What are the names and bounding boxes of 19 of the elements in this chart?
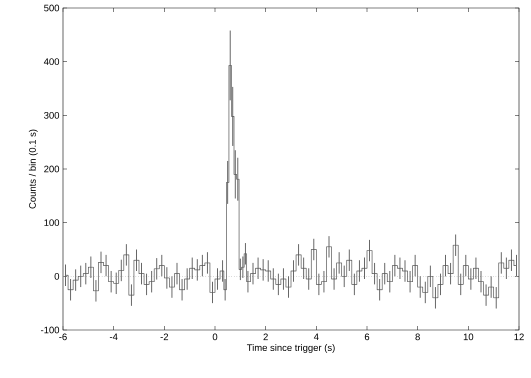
y-tick-label: -100 bbox=[40, 326, 60, 334]
x-tick-label: -2 bbox=[160, 334, 168, 340]
y-tick-label: 200 bbox=[44, 166, 60, 172]
y-tick-label: 400 bbox=[44, 58, 60, 66]
x-tick-label: 4 bbox=[314, 334, 319, 340]
y-tick-label: 0 bbox=[54, 272, 60, 280]
x-axis-title: Time since trigger (s) bbox=[246, 344, 335, 353]
x-tick-label: -6 bbox=[59, 334, 67, 340]
x-tick-label: 6 bbox=[364, 334, 370, 340]
y-tick-label: 500 bbox=[44, 4, 60, 12]
x-tick-label: 0 bbox=[212, 334, 218, 340]
x-tick-label: 2 bbox=[264, 334, 268, 340]
y-tick-label: 100 bbox=[44, 219, 60, 226]
y-tick-label: 300 bbox=[44, 112, 60, 119]
x-tick-label: -4 bbox=[110, 334, 118, 340]
x-tick-label: 10 bbox=[464, 334, 474, 340]
x-tick-label: 8 bbox=[415, 334, 420, 340]
y-axis-title: Counts / bin (0.1 s) bbox=[28, 130, 38, 208]
x-tick-label: 12 bbox=[514, 334, 524, 340]
